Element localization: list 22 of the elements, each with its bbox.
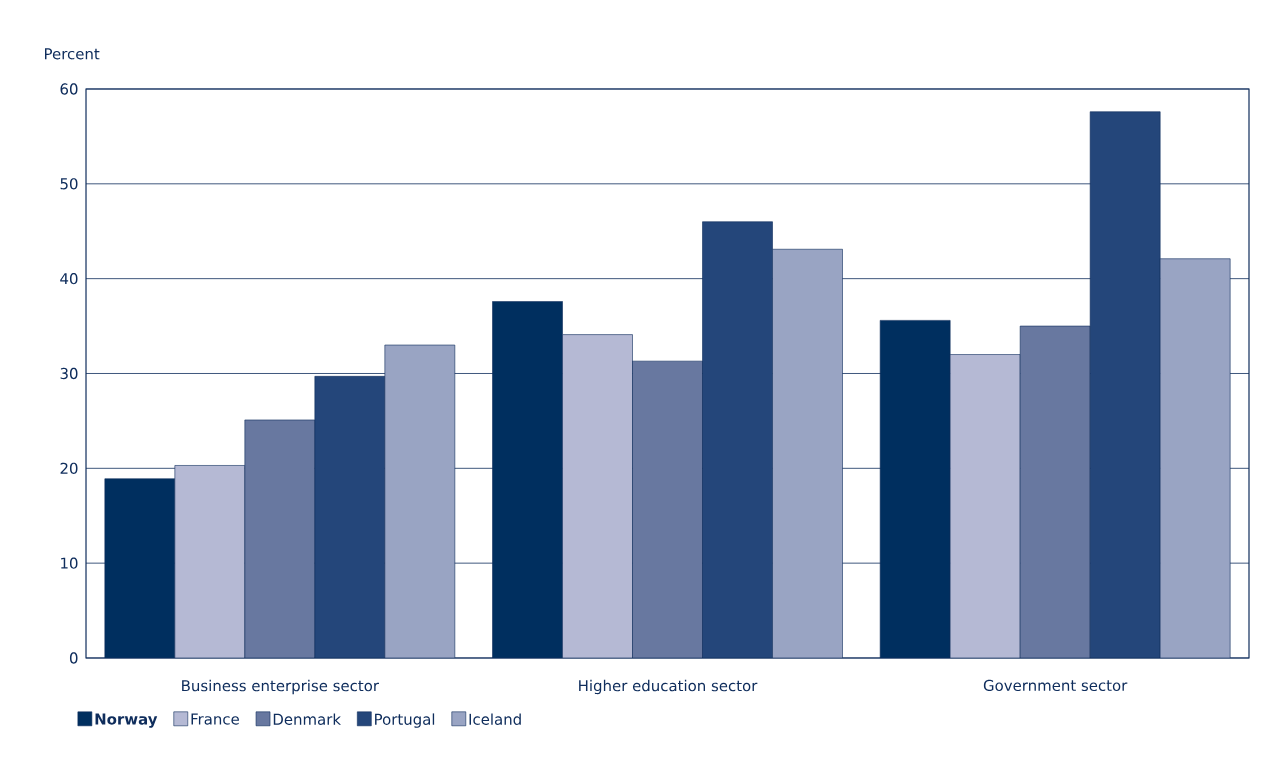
bar [384,344,456,658]
y-tick-label: 20 [60,462,78,474]
bar [1019,325,1091,658]
legend-label: France [191,713,239,725]
legend-label: Iceland [469,713,521,725]
y-tick-label: 0 [69,652,78,664]
y-axis-title: Percent [45,48,100,60]
x-tick-label: Government sector [983,679,1128,692]
y-tick-label: 10 [61,557,78,569]
bar [632,360,703,658]
bar [772,248,843,658]
bar [1159,258,1231,658]
y-tick-label: 40 [60,273,78,285]
y-tick-label: 50 [60,178,78,190]
y-tick-label: 60 [60,83,78,95]
y-tick-label: 30 [60,367,78,380]
x-tick-label: Higher education sector [579,679,758,695]
x-tick-label: Business enterprise sector [182,679,380,695]
legend-label: Denmark [273,713,341,725]
legend-label: Portugal [375,713,435,728]
bar [244,419,316,658]
legend-label: Norway [95,713,158,728]
